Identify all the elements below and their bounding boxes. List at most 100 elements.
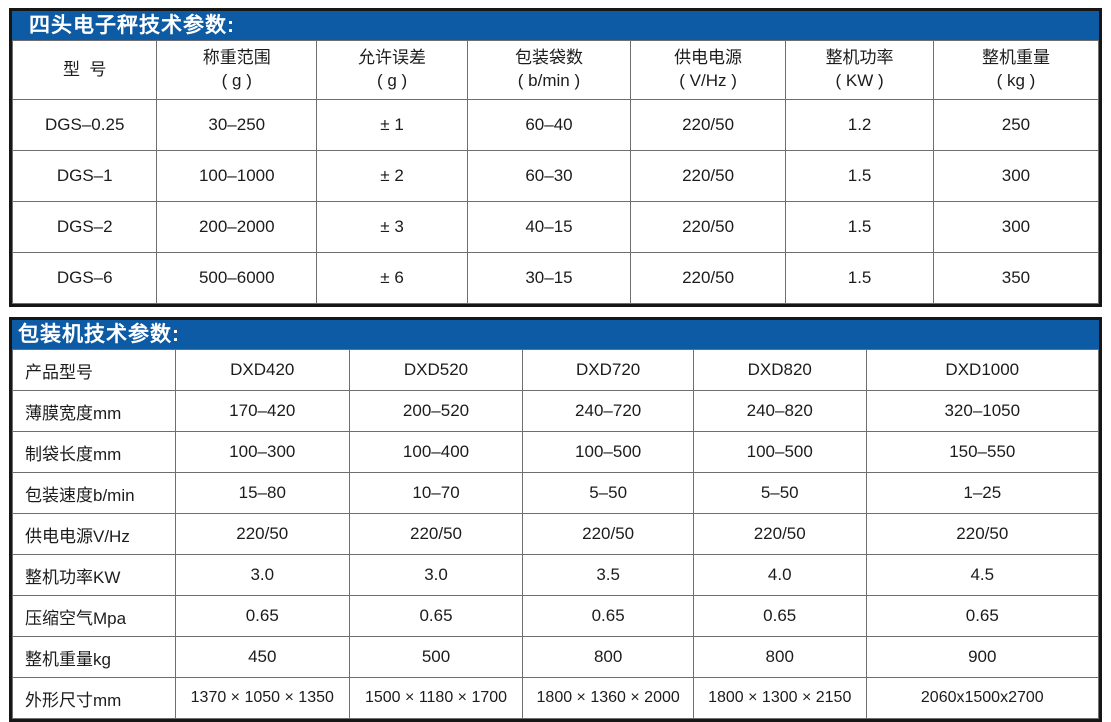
t2-cell: 3.0 bbox=[174, 554, 350, 596]
t1-cell: 220/50 bbox=[629, 252, 787, 304]
t1-cell: 250 bbox=[932, 99, 1100, 151]
header-label: 称重范围 bbox=[202, 48, 271, 68]
t2-cell: 5–50 bbox=[522, 472, 694, 514]
t1-header-bag-speed: 包装袋数 ( b/min ) bbox=[467, 40, 631, 100]
table-row: 制袋长度mm 100–300 100–400 100–500 100–500 1… bbox=[12, 431, 1100, 473]
t2-cell: 900 bbox=[865, 636, 1100, 678]
t2-cell: 100–500 bbox=[522, 431, 694, 473]
t1-cell: DGS–6 bbox=[11, 252, 158, 304]
t2-row-label: 制袋长度mm bbox=[12, 431, 176, 473]
t1-header-machine-power: 整机功率 ( KW ) bbox=[785, 40, 934, 100]
t2-cell: 3.0 bbox=[348, 554, 524, 596]
t1-header-weigh-range: 称重范围 ( g ) bbox=[156, 40, 318, 100]
t1-cell: ± 3 bbox=[316, 201, 469, 253]
packer-table: 产品型号 DXD420 DXD520 DXD720 DXD820 DXD1000… bbox=[12, 349, 1100, 719]
header-label: 供电电源 bbox=[674, 48, 743, 68]
table-row: 压缩空气Mpa 0.65 0.65 0.65 0.65 0.65 bbox=[12, 595, 1100, 637]
t1-cell: 1.2 bbox=[785, 99, 934, 151]
t2-cell: 0.65 bbox=[865, 595, 1100, 637]
table-row: DGS–1 100–1000 ± 2 60–30 220/50 1.5 300 bbox=[11, 150, 1100, 202]
t2-cell: DXD1000 bbox=[865, 349, 1100, 391]
t2-row-label: 整机重量kg bbox=[12, 636, 176, 678]
t1-cell: 220/50 bbox=[629, 99, 787, 151]
table-row: DGS–6 500–6000 ± 6 30–15 220/50 1.5 350 bbox=[11, 252, 1100, 304]
scale-table-title: 四头电子秤技术参数: bbox=[12, 11, 1099, 40]
t2-cell: DXD820 bbox=[692, 349, 867, 391]
scale-table: 型 号 称重范围 ( g ) 允许误差 ( g ) 包装袋数 ( b/min ) bbox=[11, 40, 1100, 304]
t2-row-label: 整机功率KW bbox=[12, 554, 176, 596]
t1-cell: 1.5 bbox=[785, 150, 934, 202]
t2-cell: 450 bbox=[174, 636, 350, 678]
t2-row-label: 压缩空气Mpa bbox=[12, 595, 176, 637]
t2-cell: 3.5 bbox=[522, 554, 694, 596]
t1-cell: 350 bbox=[932, 252, 1100, 304]
table-row: 整机重量kg 450 500 800 800 900 bbox=[12, 636, 1100, 678]
t2-row-label: 供电电源V/Hz bbox=[12, 513, 176, 555]
t1-cell: 30–250 bbox=[156, 99, 318, 151]
t1-cell: 40–15 bbox=[467, 201, 631, 253]
t2-cell: 100–500 bbox=[692, 431, 867, 473]
t1-header-power-supply: 供电电源 ( V/Hz ) bbox=[629, 40, 787, 100]
table-row: DGS–2 200–2000 ± 3 40–15 220/50 1.5 300 bbox=[11, 201, 1100, 253]
t1-cell: 100–1000 bbox=[156, 150, 318, 202]
t2-cell: DXD520 bbox=[348, 349, 524, 391]
t1-cell: 1.5 bbox=[785, 201, 934, 253]
t2-cell: DXD420 bbox=[174, 349, 350, 391]
t2-row-label: 包装速度b/min bbox=[12, 472, 176, 514]
t1-cell: 300 bbox=[932, 150, 1100, 202]
t2-cell: 200–520 bbox=[348, 390, 524, 432]
t2-cell: 15–80 bbox=[174, 472, 350, 514]
t1-cell: ± 6 bbox=[316, 252, 469, 304]
t2-cell: 1370 × 1050 × 1350 bbox=[174, 677, 350, 719]
t1-cell: DGS–0.25 bbox=[11, 99, 158, 151]
table-row: 供电电源V/Hz 220/50 220/50 220/50 220/50 220… bbox=[12, 513, 1100, 555]
t2-cell: 150–550 bbox=[865, 431, 1100, 473]
table-row: 产品型号 DXD420 DXD520 DXD720 DXD820 DXD1000 bbox=[12, 349, 1100, 391]
t1-cell: 220/50 bbox=[629, 201, 787, 253]
t1-cell: 300 bbox=[932, 201, 1100, 253]
header-unit: ( V/Hz ) bbox=[679, 71, 737, 90]
header-label: 整机功率 bbox=[825, 48, 894, 68]
t2-cell: 800 bbox=[522, 636, 694, 678]
header-unit: ( KW ) bbox=[835, 71, 884, 90]
t1-header-model: 型 号 bbox=[11, 40, 158, 100]
scale-params-table: 四头电子秤技术参数: 型 号 称重范围 ( g ) bbox=[9, 8, 1102, 307]
t2-cell: 10–70 bbox=[348, 472, 524, 514]
t2-cell: 2060x1500x2700 bbox=[865, 677, 1100, 719]
header-label: 型 号 bbox=[62, 59, 107, 79]
t2-cell: 100–300 bbox=[174, 431, 350, 473]
t2-cell: 4.0 bbox=[692, 554, 867, 596]
table-row: DGS–0.25 30–250 ± 1 60–40 220/50 1.2 250 bbox=[11, 99, 1100, 151]
t2-cell: 800 bbox=[692, 636, 867, 678]
t1-cell: ± 1 bbox=[316, 99, 469, 151]
t2-cell: 5–50 bbox=[692, 472, 867, 514]
table-row: 包装速度b/min 15–80 10–70 5–50 5–50 1–25 bbox=[12, 472, 1100, 514]
table-row: 薄膜宽度mm 170–420 200–520 240–720 240–820 3… bbox=[12, 390, 1100, 432]
t1-cell: 200–2000 bbox=[156, 201, 318, 253]
header-label: 允许误差 bbox=[358, 48, 427, 68]
t2-row-label: 外形尺寸mm bbox=[12, 677, 176, 719]
t2-cell: 100–400 bbox=[348, 431, 524, 473]
t2-row-label: 薄膜宽度mm bbox=[12, 390, 176, 432]
header-unit: ( g ) bbox=[221, 71, 252, 90]
t2-cell: DXD720 bbox=[522, 349, 694, 391]
t2-cell: 170–420 bbox=[174, 390, 350, 432]
t1-header-machine-weight: 整机重量 ( kg ) bbox=[932, 40, 1100, 100]
t1-header-tolerance: 允许误差 ( g ) bbox=[316, 40, 469, 100]
t2-cell: 220/50 bbox=[522, 513, 694, 555]
table-row: 整机功率KW 3.0 3.0 3.5 4.0 4.5 bbox=[12, 554, 1100, 596]
t1-cell: ± 2 bbox=[316, 150, 469, 202]
t2-cell: 4.5 bbox=[865, 554, 1100, 596]
t2-cell: 240–720 bbox=[522, 390, 694, 432]
t2-cell: 220/50 bbox=[692, 513, 867, 555]
t1-header-row: 型 号 称重范围 ( g ) 允许误差 ( g ) 包装袋数 ( b/min ) bbox=[11, 40, 1100, 100]
header-label: 整机重量 bbox=[981, 48, 1050, 68]
header-unit: ( kg ) bbox=[996, 71, 1036, 90]
t2-cell: 220/50 bbox=[174, 513, 350, 555]
packer-table-title: 包装机技术参数: bbox=[12, 320, 1099, 349]
t2-row-label: 产品型号 bbox=[12, 349, 176, 391]
t1-cell: DGS–1 bbox=[11, 150, 158, 202]
t2-cell: 220/50 bbox=[348, 513, 524, 555]
t2-cell: 1800 × 1300 × 2150 bbox=[692, 677, 867, 719]
